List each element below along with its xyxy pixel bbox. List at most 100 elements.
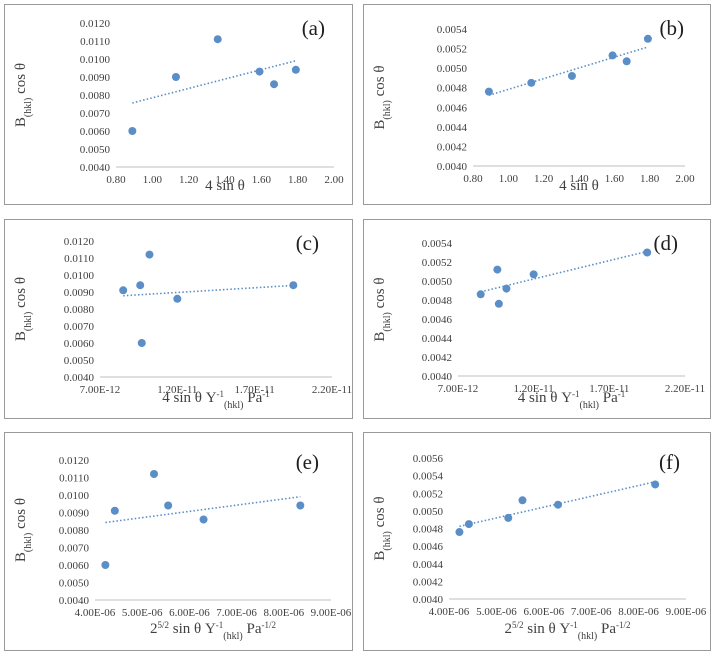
data-point: [567, 71, 576, 80]
x-tick-label: 9.00E-06: [666, 606, 707, 618]
y-tick-label: 0.0040: [413, 594, 444, 606]
trendline: [105, 495, 301, 524]
y-tick-label: 0.0044: [422, 333, 453, 345]
y-tick-label: 0.0060: [64, 338, 95, 350]
chart-a: 0.0040 0.0050 0.0060 0.0070 0.0080 0.0090 0.01…: [13, 16, 344, 194]
data-point: [101, 561, 110, 569]
y-tick-label: 0.0042: [413, 576, 443, 588]
y-tick-label: 0.0070: [64, 321, 95, 333]
y-tick-label: 0.0050: [422, 276, 453, 288]
data-point: [493, 265, 502, 274]
y-tick-label: 0.0052: [422, 257, 452, 269]
trendline: [123, 284, 294, 297]
panel-f: 0.0040 0.0042 0.0044 0.0046 0.0048 0.0050 0.00…: [363, 432, 711, 651]
y-axis-title: B(hkl) cos θ: [13, 277, 34, 341]
x-tick-label: 1.60: [605, 173, 625, 185]
x-tick-label: 5.00E-06: [476, 606, 517, 618]
y-tick-label: 0.0080: [64, 304, 95, 316]
y-tick-label: 0.0052: [437, 44, 467, 56]
x-tick-label: 2.00: [675, 173, 695, 185]
data-point: [119, 286, 128, 295]
x-tick-label: 1.80: [640, 173, 660, 185]
data-point: [518, 496, 527, 505]
chart-d: 0.0040 0.0042 0.0044 0.0046 0.0048 0.0050 0.00…: [372, 231, 705, 411]
y-axis-title: B(hkl) cos θ: [13, 63, 34, 127]
y-tick-label: 0.0110: [80, 36, 110, 48]
data-point: [270, 80, 279, 89]
panel-label: (b): [660, 16, 685, 40]
y-tick-label: 0.0052: [413, 488, 443, 500]
x-tick-label: 1.00: [499, 173, 519, 185]
y-tick-label: 0.0048: [422, 295, 453, 307]
y-tick-label: 0.0090: [64, 287, 95, 299]
y-tick-label: 0.0040: [80, 162, 111, 174]
x-tick-label: 1.20E-11: [157, 384, 197, 396]
y-tick-label: 0.0046: [422, 314, 453, 326]
y-tick-label: 0.0120: [64, 236, 95, 248]
data-point: [137, 339, 146, 347]
y-tick-label: 0.0040: [437, 161, 468, 173]
y-axis-title: B(hkl) cos θ: [372, 65, 393, 129]
data-point: [494, 299, 503, 308]
data-point: [527, 78, 536, 87]
y-tick-label: 0.0100: [64, 270, 95, 282]
x-axis-title: 25/2 sin θ Y-1(hkl) Pa-1/2: [150, 620, 276, 642]
y-tick-label: 0.0120: [59, 455, 90, 467]
y-tick-label: 0.0056: [413, 453, 444, 465]
data-point: [136, 281, 145, 290]
chart-c: 0.0040 0.0050 0.0060 0.0070 0.0080 0.0090 0.01…: [13, 231, 352, 411]
trendline: [132, 59, 297, 104]
x-tick-label: 2.00: [324, 174, 344, 186]
data-point: [110, 506, 119, 515]
y-tick-label: 0.0090: [80, 72, 111, 84]
y-tick-label: 0.0110: [64, 253, 94, 265]
y-tick-label: 0.0050: [437, 63, 468, 75]
y-tick-label: 0.0040: [64, 372, 95, 384]
y-tick-label: 0.0054: [413, 471, 444, 483]
data-point: [199, 515, 208, 524]
panel-a: 0.0040 0.0050 0.0060 0.0070 0.0080 0.0090 0.01…: [4, 4, 353, 205]
y-axis-title: B(hkl) cos θ: [372, 496, 393, 560]
data-point: [476, 290, 485, 299]
y-tick-label: 0.0100: [59, 490, 90, 502]
y-tick-label: 0.0040: [59, 595, 90, 607]
data-point: [145, 250, 154, 259]
y-tick-label: 0.0050: [80, 144, 111, 156]
x-axis-title: 4 sin θ: [559, 178, 599, 194]
y-tick-label: 0.0120: [80, 18, 111, 30]
data-point: [651, 480, 660, 489]
x-tick-label: 6.00E-06: [169, 607, 210, 619]
data-point: [213, 35, 222, 44]
data-point: [255, 67, 264, 76]
y-tick-label: 0.0080: [59, 525, 90, 537]
x-tick-label: 1.40: [215, 174, 235, 186]
data-point: [484, 87, 493, 96]
data-point: [173, 294, 182, 303]
x-tick-label: 7.00E-06: [571, 606, 612, 618]
y-tick-label: 0.0048: [437, 83, 468, 95]
x-tick-label: 8.00E-06: [618, 606, 659, 618]
y-tick-label: 0.0050: [64, 355, 95, 367]
data-point: [529, 270, 538, 279]
x-tick-label: 0.80: [463, 173, 483, 185]
data-point: [504, 513, 513, 522]
data-point: [455, 528, 464, 537]
data-point: [164, 501, 173, 510]
y-tick-label: 0.0048: [413, 524, 444, 536]
panel-label: (e): [296, 450, 319, 474]
chart-e: 0.0040 0.0050 0.0060 0.0070 0.0080 0.0090 0.01…: [13, 450, 352, 642]
x-tick-label: 7.00E-12: [438, 383, 479, 395]
data-point: [622, 57, 631, 66]
x-tick-label: 1.60: [252, 174, 272, 186]
panel-b: 0.0040 0.0042 0.0044 0.0046 0.0048 0.0050 0.00…: [363, 4, 711, 205]
y-tick-label: 0.0050: [59, 578, 90, 590]
data-point: [554, 500, 563, 509]
panel-label: (a): [302, 16, 325, 40]
x-tick-label: 2.20E-11: [312, 384, 352, 396]
y-tick-label: 0.0054: [437, 24, 468, 36]
y-tick-label: 0.0060: [59, 560, 90, 572]
x-axis-title: 4 sin θ Y-1(hkl) Pa-1: [162, 389, 269, 411]
x-tick-label: 1.20: [179, 174, 199, 186]
data-point: [150, 470, 158, 478]
data-point: [289, 281, 298, 290]
